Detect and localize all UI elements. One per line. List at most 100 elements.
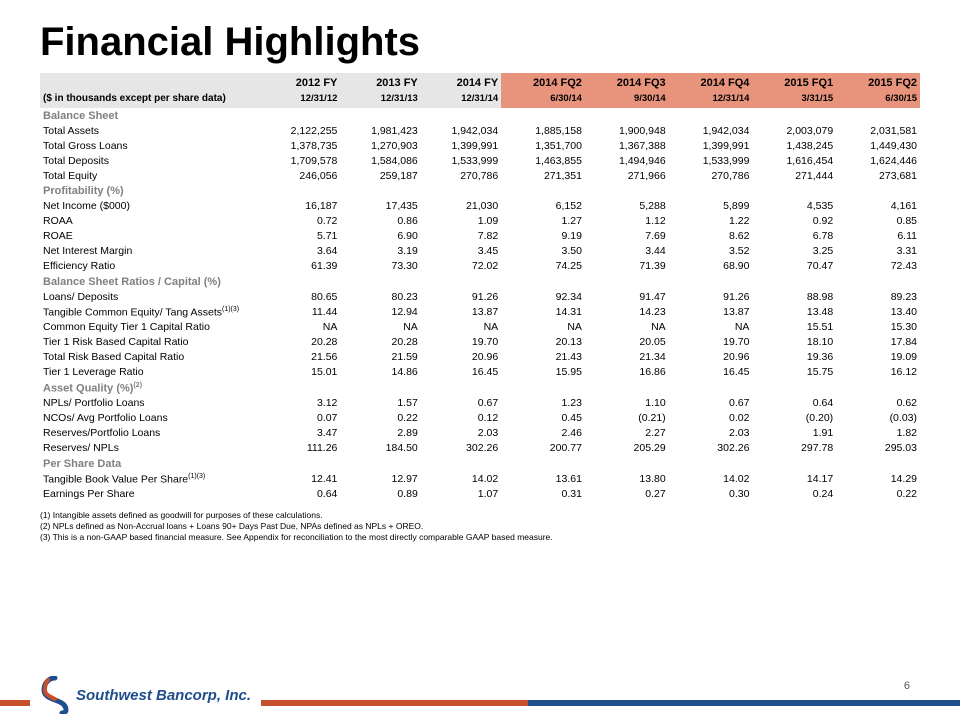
cell-value: 0.12 <box>421 411 501 426</box>
cell-value: 273,681 <box>836 168 920 183</box>
section-header: Balance Sheet <box>40 108 920 124</box>
cell-value: 12.97 <box>340 471 420 487</box>
slide-content: Financial Highlights 2012 FY2013 FY2014 … <box>0 0 960 543</box>
table-row: Tier 1 Risk Based Capital Ratio20.2820.2… <box>40 335 920 350</box>
cell-value: 6.11 <box>836 229 920 244</box>
cell-value: 2.27 <box>585 426 669 441</box>
row-label: Net Income ($000) <box>40 199 260 214</box>
cell-value: 0.72 <box>260 214 340 229</box>
logo-mark-icon <box>40 676 70 714</box>
cell-value: 3.25 <box>752 244 836 259</box>
cell-value: 184.50 <box>340 441 420 456</box>
row-label: Total Gross Loans <box>40 138 260 153</box>
cell-value: 1,885,158 <box>501 123 585 138</box>
table-row: NPLs/ Portfolio Loans3.121.570.671.231.1… <box>40 396 920 411</box>
cell-value: 21,030 <box>421 199 501 214</box>
cell-value: 21.34 <box>585 350 669 365</box>
cell-value: 1.09 <box>421 214 501 229</box>
cell-value: 3.31 <box>836 244 920 259</box>
table-row: Efficiency Ratio61.3973.3072.0274.2571.3… <box>40 259 920 274</box>
cell-value: 1,270,903 <box>340 138 420 153</box>
cell-value: 0.02 <box>669 411 753 426</box>
row-label: Reserves/ NPLs <box>40 441 260 456</box>
section-header: Asset Quality (%)(2) <box>40 380 920 396</box>
cell-value: 3.47 <box>260 426 340 441</box>
row-label: Total Deposits <box>40 153 260 168</box>
footnote: (2) NPLs defined as Non-Accrual loans + … <box>40 521 920 532</box>
footnote: (1) Intangible assets defined as goodwil… <box>40 510 920 521</box>
cell-value: 70.47 <box>752 259 836 274</box>
cell-value: 0.07 <box>260 411 340 426</box>
cell-value: 17,435 <box>340 199 420 214</box>
cell-value: 297.78 <box>752 441 836 456</box>
row-label: Tier 1 Risk Based Capital Ratio <box>40 335 260 350</box>
cell-value: 5,288 <box>585 199 669 214</box>
cell-value: 1,399,991 <box>669 138 753 153</box>
cell-value: 3.45 <box>421 244 501 259</box>
cell-value: 6.90 <box>340 229 420 244</box>
period-date: 9/30/14 <box>585 91 669 108</box>
cell-value: 91.26 <box>669 289 753 304</box>
section-header: Profitability (%) <box>40 183 920 199</box>
footer: Southwest Bancorp, Inc. <box>0 670 960 720</box>
table-row: Reserves/Portfolio Loans3.472.892.032.46… <box>40 426 920 441</box>
period-date: 6/30/15 <box>836 91 920 108</box>
cell-value: 270,786 <box>669 168 753 183</box>
cell-value: 13.48 <box>752 304 836 320</box>
table-row: ROAE5.716.907.829.197.698.626.786.11 <box>40 229 920 244</box>
cell-value: 20.28 <box>260 335 340 350</box>
cell-value: 2.89 <box>340 426 420 441</box>
cell-value: 21.43 <box>501 350 585 365</box>
cell-value: 1.12 <box>585 214 669 229</box>
period-label: 2014 FQ4 <box>669 73 753 91</box>
row-label: Common Equity Tier 1 Capital Ratio <box>40 320 260 335</box>
cell-value: NA <box>421 320 501 335</box>
row-label: ROAE <box>40 229 260 244</box>
cell-value: (0.21) <box>585 411 669 426</box>
period-date: 3/31/15 <box>752 91 836 108</box>
cell-value: 21.59 <box>340 350 420 365</box>
cell-value: 14.23 <box>585 304 669 320</box>
cell-value: 19.70 <box>421 335 501 350</box>
table-body: Balance SheetTotal Assets2,122,2551,981,… <box>40 108 920 502</box>
cell-value: 2.03 <box>669 426 753 441</box>
cell-value: 73.30 <box>340 259 420 274</box>
row-label: Total Risk Based Capital Ratio <box>40 350 260 365</box>
row-label: Tier 1 Leverage Ratio <box>40 365 260 380</box>
cell-value: 19.70 <box>669 335 753 350</box>
row-label: Tangible Common Equity/ Tang Assets(1)(3… <box>40 304 260 320</box>
table-row: Tangible Common Equity/ Tang Assets(1)(3… <box>40 304 920 320</box>
row-label: Loans/ Deposits <box>40 289 260 304</box>
row-label: Net Interest Margin <box>40 244 260 259</box>
cell-value: 3.52 <box>669 244 753 259</box>
cell-value: 13.40 <box>836 304 920 320</box>
cell-value: 1.82 <box>836 426 920 441</box>
table-row: Loans/ Deposits80.6580.2391.2692.3491.47… <box>40 289 920 304</box>
cell-value: 12.41 <box>260 471 340 487</box>
cell-value: 271,351 <box>501 168 585 183</box>
cell-value: 1,494,946 <box>585 153 669 168</box>
period-label: 2014 FQ2 <box>501 73 585 91</box>
table-row: ROAA0.720.861.091.271.121.220.920.85 <box>40 214 920 229</box>
cell-value: 92.34 <box>501 289 585 304</box>
cell-value: 19.36 <box>752 350 836 365</box>
cell-value: 0.22 <box>340 411 420 426</box>
cell-value: 17.84 <box>836 335 920 350</box>
cell-value: 13.61 <box>501 471 585 487</box>
cell-value: NA <box>501 320 585 335</box>
table-row: Total Deposits1,709,5781,584,0861,533,99… <box>40 153 920 168</box>
cell-value: 20.96 <box>421 350 501 365</box>
cell-value: 246,056 <box>260 168 340 183</box>
cell-value: 11.44 <box>260 304 340 320</box>
cell-value: (0.03) <box>836 411 920 426</box>
table-header: 2012 FY2013 FY2014 FY2014 FQ22014 FQ3201… <box>40 73 920 108</box>
table-row: Net Interest Margin3.643.193.453.503.443… <box>40 244 920 259</box>
period-date: 6/30/14 <box>501 91 585 108</box>
cell-value: 15.75 <box>752 365 836 380</box>
footnotes: (1) Intangible assets defined as goodwil… <box>40 510 920 543</box>
cell-value: 14.02 <box>421 471 501 487</box>
cell-value: 200.77 <box>501 441 585 456</box>
cell-value: 91.47 <box>585 289 669 304</box>
cell-value: 19.09 <box>836 350 920 365</box>
table-row: NCOs/ Avg Portfolio Loans0.070.220.120.4… <box>40 411 920 426</box>
